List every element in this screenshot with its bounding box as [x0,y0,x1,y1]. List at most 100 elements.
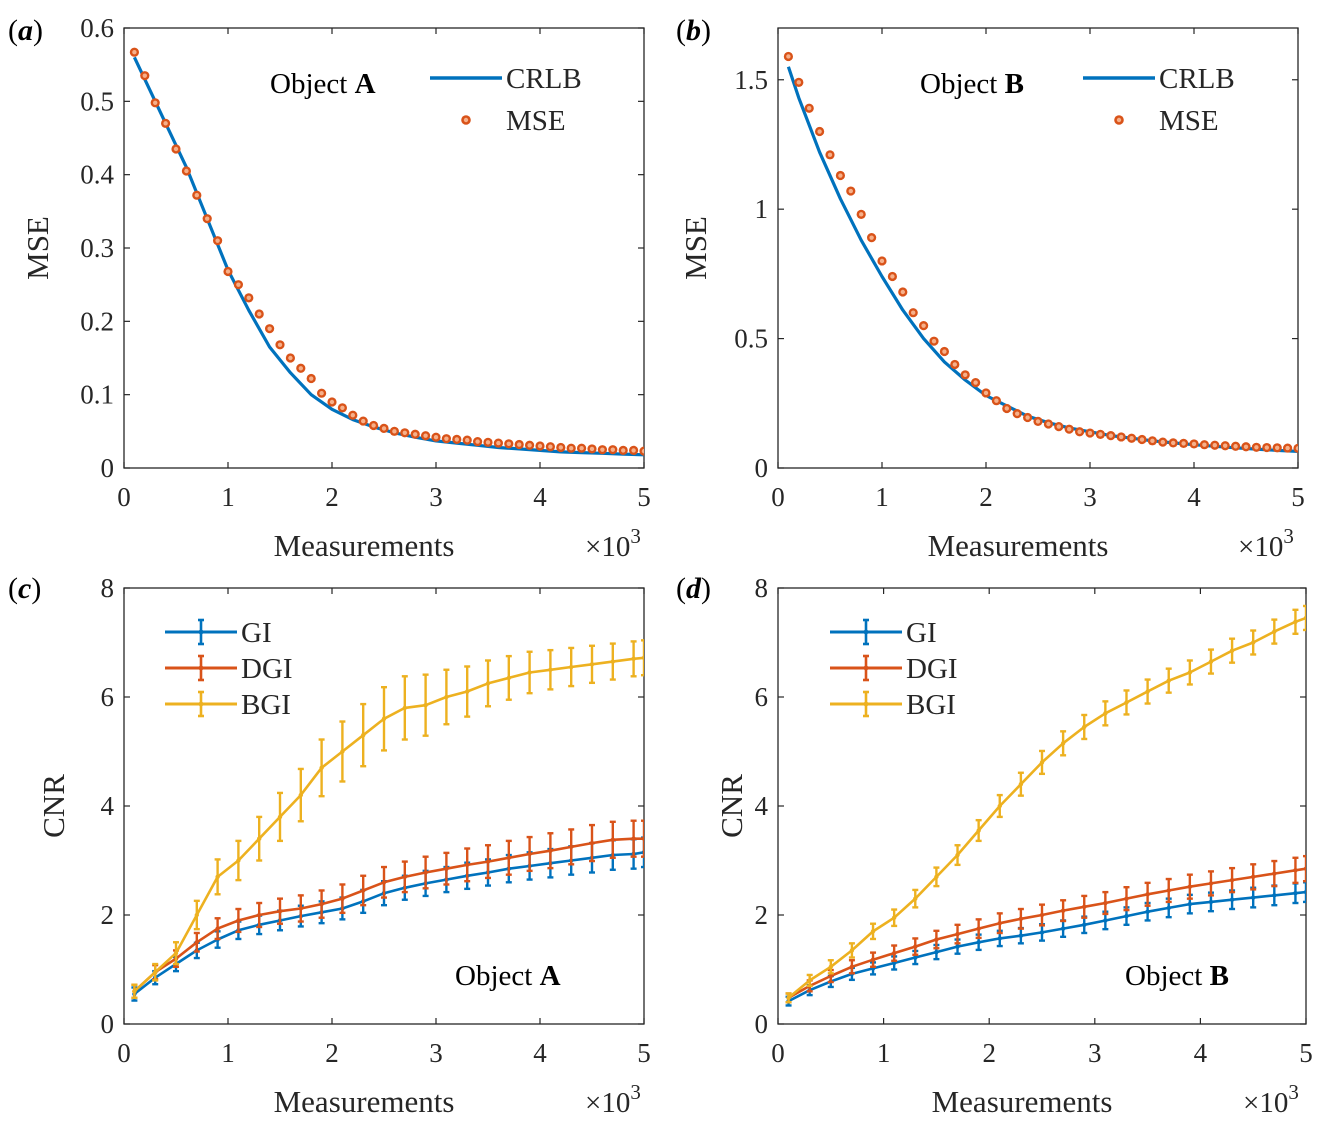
legend-label: GI [906,617,937,649]
data-point [589,662,595,667]
data-marker-center [236,282,241,287]
data-marker-center [1212,443,1218,448]
x-multiplier-exp: 3 [630,524,641,548]
legend-label: GI [241,617,272,649]
data-marker-center [641,448,644,454]
series-mse [129,47,644,456]
series-bgi [785,604,1306,1004]
data-point [236,858,241,863]
data-marker-center [257,311,262,317]
data-marker-center [890,274,895,279]
y-tick-label: 1.5 [734,65,768,95]
object-annotation: Object A [455,960,561,992]
data-point [1251,895,1256,900]
data-point [955,852,960,858]
y-tick-label: 0 [755,453,769,483]
data-point [828,964,833,969]
data-marker-center [1275,445,1280,451]
x-tick-label: 2 [325,482,339,512]
data-point [1039,912,1045,918]
legend-label: MSE [1159,105,1219,137]
data-point [828,973,833,979]
legend-label: BGI [241,689,291,721]
object-annotation: Object B [920,68,1024,100]
data-point [1082,724,1087,730]
object-annotation: Object A [270,68,376,100]
data-marker-center [1035,419,1041,424]
data-marker-center [184,168,189,174]
x-multiplier-base: ×10 [1238,531,1283,563]
data-marker-center [1181,441,1186,446]
data-point [527,851,532,857]
series-bgi [131,639,644,1000]
data-point [215,874,220,880]
data-point [913,944,918,949]
data-marker-center [1150,438,1155,444]
x-tick-label: 0 [117,482,131,512]
panel-paren-close: ) [701,572,711,605]
data-marker-center [1015,411,1020,416]
data-marker-center [558,445,563,450]
chart-panel-c: 0 1 2 3 4 502468MeasurementsCNR×103(c)Object … [8,572,651,1119]
data-point [1103,918,1108,923]
data-point [319,901,324,907]
data-point [465,689,470,694]
data-point [1187,901,1193,907]
legend-point [198,665,204,671]
legend: GI DGI BGI [165,617,293,721]
data-marker-center [1139,437,1145,442]
data-point [1124,700,1129,705]
y-axis-label: CNR [714,774,749,838]
y-tick-label: 2 [101,900,115,930]
data-point [913,896,918,901]
data-point [1293,891,1298,896]
data-point [1208,899,1214,905]
data-marker-center [1295,446,1298,451]
data-marker-center [610,447,615,452]
data-point [1229,897,1235,902]
data-marker-center [1025,415,1030,420]
data-point [807,978,812,983]
data-marker-center [1264,445,1270,450]
data-point [997,936,1002,941]
data-point [786,995,791,1001]
x-tick-label: 5 [637,1038,651,1068]
legend-point [863,701,869,707]
data-point [548,848,553,853]
annotation-prefix: Object [920,68,1005,100]
panel-paren-open: ( [676,572,686,605]
x-axis-label: Measurements [932,1084,1113,1119]
data-marker-center [827,152,833,158]
object-annotation: Object B [1125,960,1229,992]
data-point [340,749,345,754]
x-tick-label: 5 [1299,1038,1313,1068]
data-marker-center [173,146,179,152]
y-tick-label: 0 [755,1009,769,1039]
data-point [1145,892,1150,897]
data-marker-center [506,441,511,446]
data-marker-center [194,193,199,198]
x-multiplier-base: ×10 [585,1087,630,1119]
data-marker-center [600,447,605,452]
data-marker-center [153,100,158,106]
data-point [955,931,960,937]
panel-paren-open: ( [8,14,18,47]
data-point [976,940,981,945]
data-marker-center [142,73,147,78]
data-point [444,866,449,871]
data-marker-center [796,80,801,85]
annotation-prefix: Object [270,68,355,100]
x-multiplier: ×103 [1243,1080,1299,1119]
panel-letter: b [686,14,701,47]
data-marker-center [319,391,324,396]
data-point [1060,908,1066,913]
legend-point [863,665,869,671]
annotation-letter: B [1005,68,1024,100]
y-axis-label: CNR [36,774,71,838]
data-marker-center [807,106,812,111]
data-marker-center [402,430,407,435]
data-marker-center [433,435,439,440]
legend-point [863,629,869,635]
x-tick-label: 2 [325,1038,339,1068]
